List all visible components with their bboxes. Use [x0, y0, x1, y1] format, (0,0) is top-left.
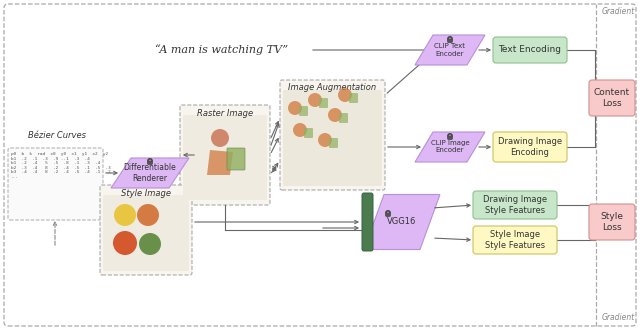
- Polygon shape: [111, 158, 189, 188]
- Text: Style Image: Style Image: [121, 188, 171, 197]
- FancyBboxPatch shape: [493, 37, 567, 63]
- FancyBboxPatch shape: [100, 185, 192, 275]
- FancyBboxPatch shape: [349, 93, 358, 103]
- Text: Drawing Image
Encoding: Drawing Image Encoding: [498, 137, 562, 157]
- FancyBboxPatch shape: [183, 115, 267, 200]
- Circle shape: [113, 231, 137, 255]
- Text: Raster Image: Raster Image: [197, 109, 253, 117]
- Circle shape: [139, 233, 161, 255]
- FancyBboxPatch shape: [589, 80, 635, 116]
- Text: Drawing Image
Style Features: Drawing Image Style Features: [483, 195, 547, 215]
- Circle shape: [308, 93, 322, 107]
- Text: VGG16: VGG16: [387, 217, 417, 226]
- Text: Style
Loss: Style Loss: [600, 212, 623, 232]
- Text: CLIP Image
Encoder: CLIP Image Encoder: [431, 141, 469, 153]
- FancyBboxPatch shape: [493, 132, 567, 162]
- Text: Text Encoding: Text Encoding: [499, 46, 561, 54]
- FancyBboxPatch shape: [180, 105, 270, 205]
- FancyBboxPatch shape: [447, 39, 452, 43]
- Circle shape: [137, 204, 159, 226]
- FancyBboxPatch shape: [447, 136, 452, 140]
- FancyBboxPatch shape: [473, 191, 557, 219]
- Text: Image Augmentation: Image Augmentation: [289, 83, 376, 92]
- FancyBboxPatch shape: [103, 195, 189, 271]
- Circle shape: [328, 108, 342, 122]
- Text: p0  b  k  rad  x0  y0  x1  y1  x2  y2
b1  .2  .1  .3  .9 -.1  .3  .4
b1  .2  .4 : p0 b k rad x0 y0 x1 y1 x2 y2 b1 .2 .1 .3…: [11, 152, 111, 179]
- Circle shape: [338, 88, 352, 102]
- Circle shape: [318, 133, 332, 147]
- Circle shape: [114, 204, 136, 226]
- FancyBboxPatch shape: [227, 148, 245, 170]
- Text: Gradient: Gradient: [602, 314, 635, 322]
- Polygon shape: [415, 132, 485, 162]
- Text: Bézier Curves: Bézier Curves: [28, 130, 86, 140]
- FancyBboxPatch shape: [148, 161, 152, 164]
- FancyBboxPatch shape: [299, 106, 308, 116]
- Polygon shape: [415, 35, 485, 65]
- Polygon shape: [207, 150, 233, 175]
- FancyBboxPatch shape: [473, 226, 557, 254]
- Circle shape: [211, 129, 229, 147]
- FancyBboxPatch shape: [385, 213, 390, 216]
- FancyBboxPatch shape: [329, 138, 338, 148]
- Circle shape: [293, 123, 307, 137]
- FancyBboxPatch shape: [589, 204, 635, 240]
- FancyBboxPatch shape: [8, 148, 103, 220]
- FancyBboxPatch shape: [339, 113, 348, 123]
- Text: Style Image
Style Features: Style Image Style Features: [485, 230, 545, 250]
- Polygon shape: [364, 194, 440, 249]
- Text: CLIP Text
Encoder: CLIP Text Encoder: [435, 44, 465, 56]
- FancyBboxPatch shape: [319, 98, 328, 108]
- Text: Differentiable
Renderer: Differentiable Renderer: [124, 163, 177, 183]
- FancyBboxPatch shape: [283, 90, 382, 186]
- FancyBboxPatch shape: [304, 128, 313, 138]
- Circle shape: [288, 101, 302, 115]
- FancyBboxPatch shape: [362, 193, 373, 251]
- Text: Content
Loss: Content Loss: [594, 88, 630, 108]
- Text: Gradient: Gradient: [602, 8, 635, 16]
- FancyBboxPatch shape: [280, 80, 385, 190]
- Text: “A man is watching TV”: “A man is watching TV”: [155, 45, 288, 55]
